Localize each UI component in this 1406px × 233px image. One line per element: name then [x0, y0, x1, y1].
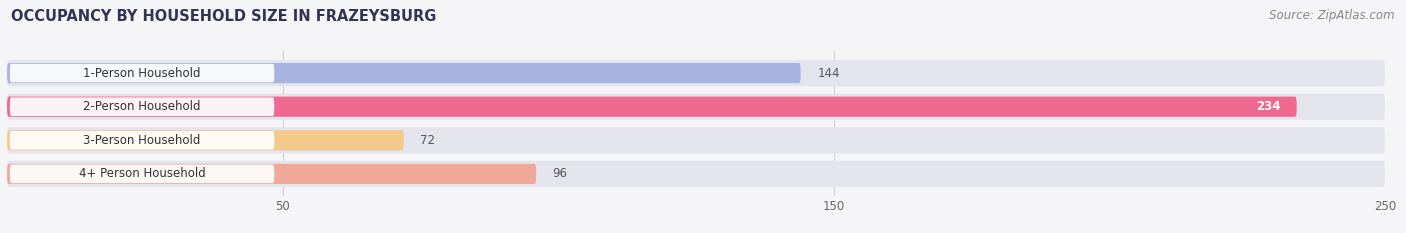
Text: 234: 234 — [1256, 100, 1281, 113]
Text: 4+ Person Household: 4+ Person Household — [79, 167, 205, 180]
Text: 72: 72 — [420, 134, 436, 147]
FancyBboxPatch shape — [7, 130, 404, 150]
Text: 2-Person Household: 2-Person Household — [83, 100, 201, 113]
FancyBboxPatch shape — [7, 63, 800, 83]
Text: OCCUPANCY BY HOUSEHOLD SIZE IN FRAZEYSBURG: OCCUPANCY BY HOUSEHOLD SIZE IN FRAZEYSBU… — [11, 9, 437, 24]
FancyBboxPatch shape — [10, 164, 274, 183]
FancyBboxPatch shape — [7, 127, 1385, 153]
Text: 1-Person Household: 1-Person Household — [83, 67, 201, 80]
FancyBboxPatch shape — [7, 164, 536, 184]
FancyBboxPatch shape — [7, 161, 1385, 187]
FancyBboxPatch shape — [10, 131, 274, 150]
Text: 144: 144 — [817, 67, 839, 80]
Text: 96: 96 — [553, 167, 568, 180]
Text: 3-Person Household: 3-Person Household — [83, 134, 201, 147]
FancyBboxPatch shape — [10, 97, 274, 116]
FancyBboxPatch shape — [7, 97, 1296, 117]
FancyBboxPatch shape — [7, 94, 1385, 120]
Text: Source: ZipAtlas.com: Source: ZipAtlas.com — [1270, 9, 1395, 22]
FancyBboxPatch shape — [10, 64, 274, 82]
FancyBboxPatch shape — [7, 60, 1385, 86]
